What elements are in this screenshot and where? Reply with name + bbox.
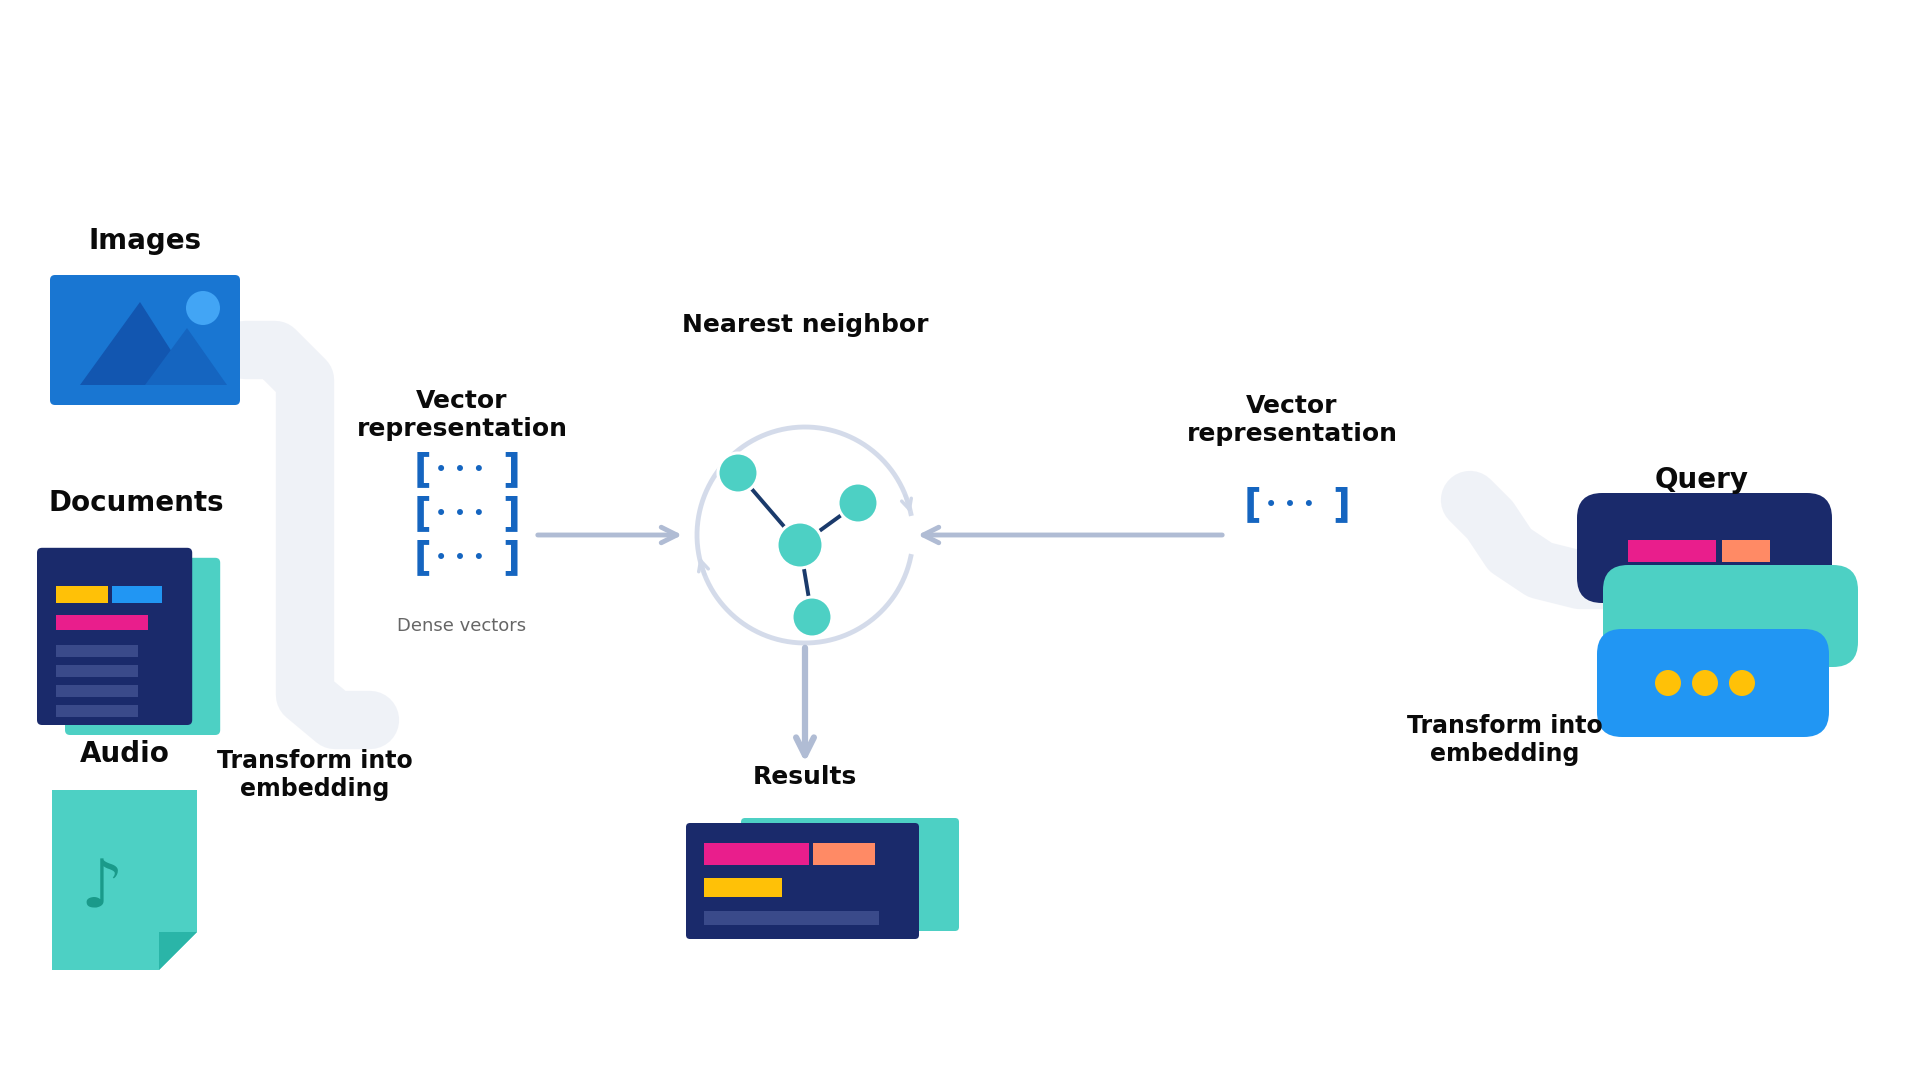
Text: Nearest neighbor: Nearest neighbor <box>682 313 927 337</box>
Text: ]: ] <box>1332 486 1350 524</box>
Bar <box>56 586 108 603</box>
Circle shape <box>1692 670 1718 696</box>
Circle shape <box>791 597 831 637</box>
Text: • • •: • • • <box>1265 495 1315 515</box>
Bar <box>111 586 161 603</box>
Bar <box>705 843 808 865</box>
Bar <box>56 615 148 630</box>
Bar <box>1628 540 1716 562</box>
Circle shape <box>718 453 758 492</box>
Circle shape <box>186 291 221 325</box>
FancyBboxPatch shape <box>1576 492 1832 603</box>
Text: [: [ <box>1244 486 1261 524</box>
FancyBboxPatch shape <box>65 557 221 735</box>
Bar <box>56 645 138 657</box>
Circle shape <box>837 483 877 523</box>
Polygon shape <box>81 302 194 384</box>
FancyBboxPatch shape <box>741 818 958 931</box>
FancyBboxPatch shape <box>50 275 240 405</box>
Text: ]: ] <box>501 539 520 577</box>
Bar <box>812 843 876 865</box>
Bar <box>56 665 138 677</box>
Text: Transform into
embedding: Transform into embedding <box>217 750 413 801</box>
Polygon shape <box>146 328 227 384</box>
Bar <box>705 912 879 924</box>
Text: Audio: Audio <box>79 740 169 768</box>
FancyBboxPatch shape <box>1603 565 1859 667</box>
Text: ]: ] <box>501 451 520 489</box>
Circle shape <box>778 522 824 568</box>
Text: Vector
representation: Vector representation <box>357 389 568 441</box>
Circle shape <box>1655 670 1682 696</box>
Circle shape <box>1730 670 1755 696</box>
FancyBboxPatch shape <box>1597 629 1830 737</box>
Bar <box>56 705 138 717</box>
Text: Transform into
embedding: Transform into embedding <box>1407 714 1603 766</box>
Bar <box>56 685 138 697</box>
Text: ]: ] <box>501 495 520 534</box>
Polygon shape <box>159 932 198 970</box>
Text: Images: Images <box>88 227 202 255</box>
FancyBboxPatch shape <box>36 548 192 725</box>
Text: Dense vectors: Dense vectors <box>397 617 526 635</box>
Text: • • •: • • • <box>436 548 486 568</box>
Text: Results: Results <box>753 765 856 789</box>
Text: • • •: • • • <box>436 460 486 480</box>
Text: [: [ <box>415 495 432 534</box>
FancyBboxPatch shape <box>685 823 920 939</box>
Bar <box>1722 540 1770 562</box>
Text: [: [ <box>415 539 432 577</box>
Text: Query: Query <box>1655 465 1749 494</box>
Text: ♪: ♪ <box>81 855 123 921</box>
Bar <box>705 878 781 897</box>
Text: • • •: • • • <box>436 504 486 524</box>
Text: Documents: Documents <box>48 489 225 517</box>
Text: Vector
representation: Vector representation <box>1187 394 1398 446</box>
Text: [: [ <box>415 451 432 489</box>
Polygon shape <box>52 789 198 970</box>
